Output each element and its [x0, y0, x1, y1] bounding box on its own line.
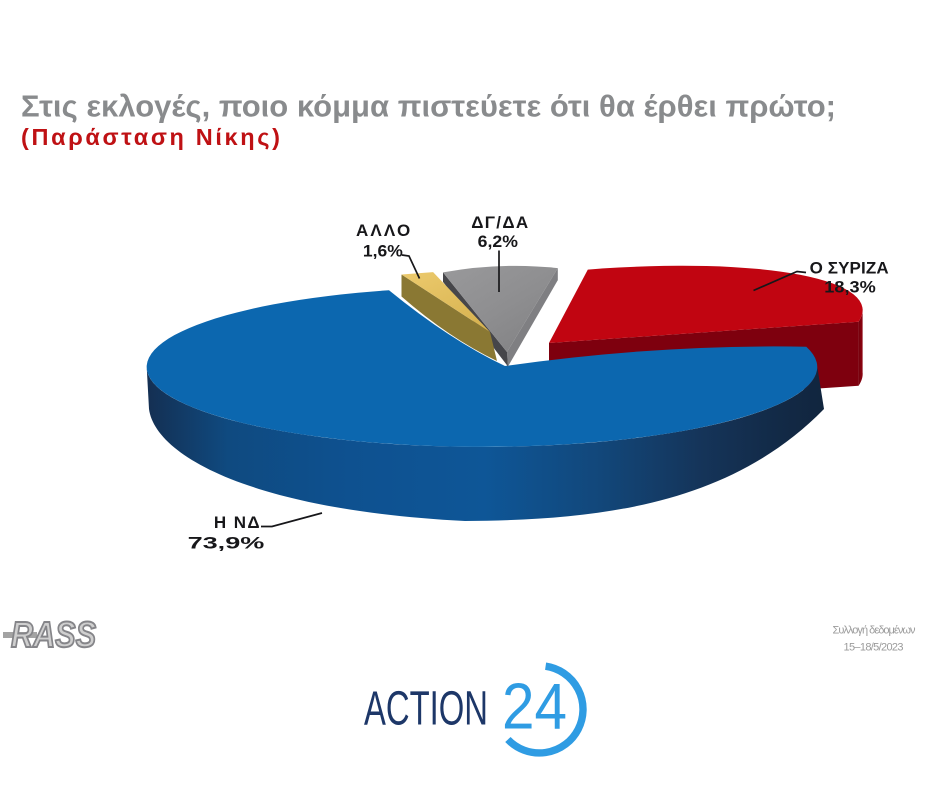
svg-text:ACTION: ACTION: [364, 683, 488, 736]
svg-text:73,9%: 73,9%: [188, 533, 265, 552]
svg-text:ΑΛΛΟ: ΑΛΛΟ: [356, 221, 410, 240]
svg-text:Συλλογή δεδομένων: Συλλογή δεδομένων: [833, 625, 917, 637]
svg-text:6,2%: 6,2%: [478, 232, 518, 251]
svg-text:(Παράσταση Νίκης): (Παράσταση Νίκης): [21, 124, 280, 150]
svg-text:Στις εκλογές, ποιο κόμμα πιστε: Στις εκλογές, ποιο κόμμα πιστεύετε ότι θ…: [21, 88, 836, 123]
svg-text:24: 24: [502, 669, 567, 742]
svg-text:Ο ΣΥΡΙΖΑ: Ο ΣΥΡΙΖΑ: [810, 259, 889, 278]
svg-text:ΔΓ/ΔΑ: ΔΓ/ΔΑ: [471, 213, 528, 232]
svg-text:18,3%: 18,3%: [824, 278, 875, 297]
svg-text:Η ΝΔ: Η ΝΔ: [214, 513, 260, 532]
svg-text:RASS: RASS: [11, 614, 96, 655]
svg-text:1,6%: 1,6%: [363, 242, 403, 261]
svg-text:15–18/5/2023: 15–18/5/2023: [844, 642, 904, 654]
